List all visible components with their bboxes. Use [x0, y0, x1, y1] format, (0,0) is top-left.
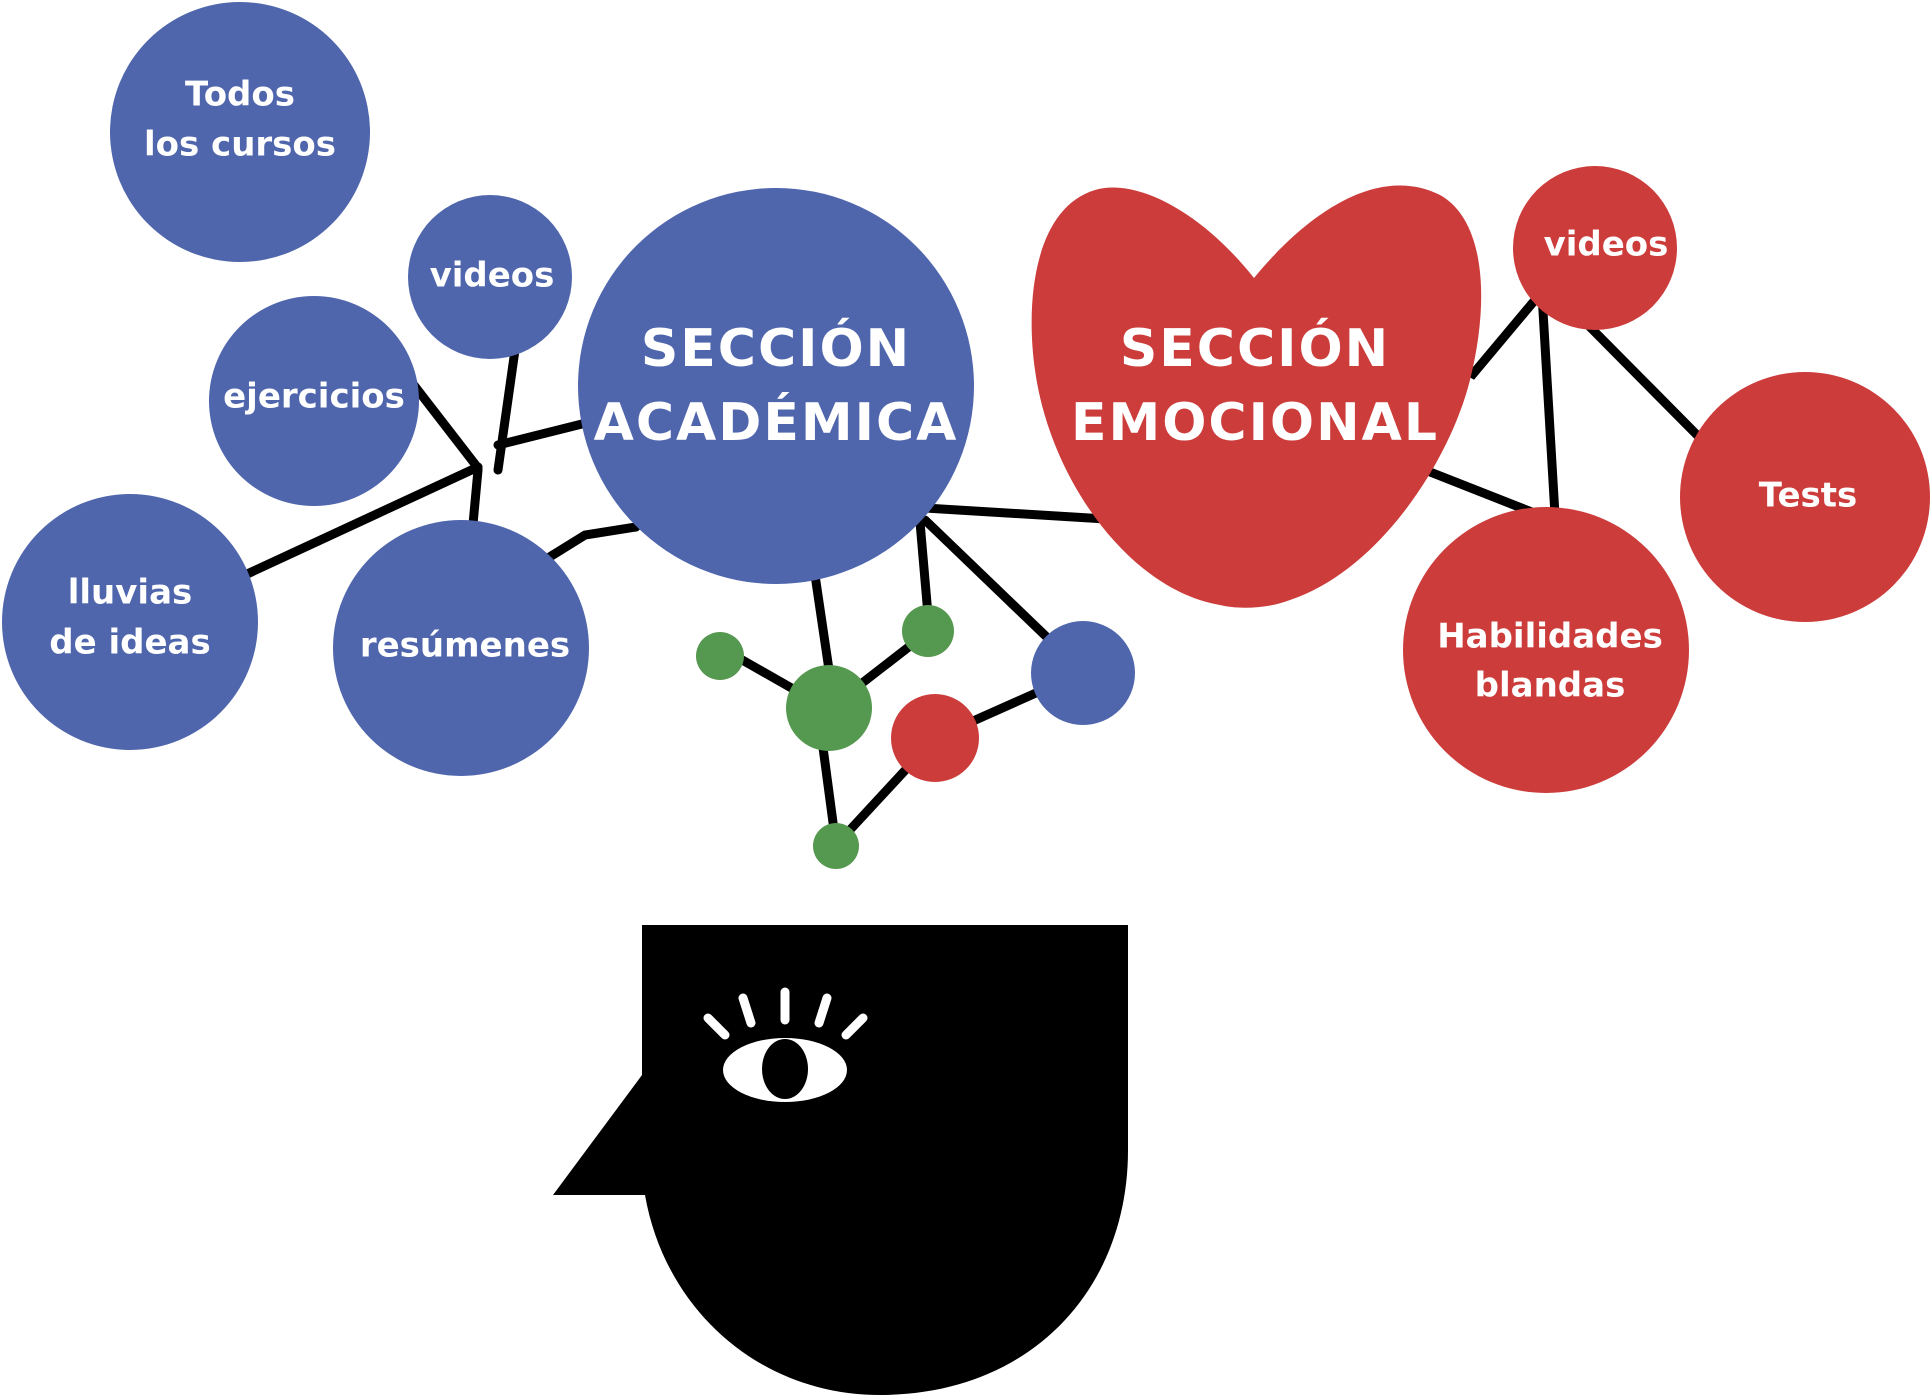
node-seccion-emocional[interactable]: SECCIÓN EMOCIONAL: [1031, 185, 1482, 608]
link-videos-tests: [1583, 320, 1705, 443]
habilidades-label-2: blandas: [1475, 666, 1626, 706]
seccion-academica-circle: [578, 188, 974, 584]
head-shape: [553, 925, 1128, 1395]
lluvias-label-1: lluvias: [68, 573, 193, 613]
link-lluvias-hub: [240, 462, 483, 580]
atom-green-small-top: [902, 605, 954, 657]
link-academic-emotional: [920, 503, 1127, 525]
molecule-icon: [696, 605, 1135, 869]
habilidades-circle: [1403, 507, 1689, 793]
habilidades-label-1: Habilidades: [1437, 617, 1663, 657]
node-lluvias-de-ideas[interactable]: lluvias de ideas: [2, 494, 258, 750]
tests-label: Tests: [1759, 476, 1857, 516]
node-habilidades-blandas[interactable]: Habilidades blandas: [1403, 507, 1689, 793]
resumenes-label: resúmenes: [360, 626, 570, 666]
tests-circle: [1680, 372, 1930, 622]
ejercicios-label: ejercicios: [223, 377, 405, 417]
node-seccion-academica[interactable]: SECCIÓN ACADÉMICA: [578, 188, 974, 584]
eyelash-5: [841, 1013, 868, 1040]
atom-green-small-left: [696, 632, 744, 680]
link-videos-hub: [493, 345, 520, 475]
eye-pupil: [762, 1039, 808, 1099]
seccion-academica-label-1: SECCIÓN: [641, 317, 911, 379]
node-tests[interactable]: Tests: [1680, 372, 1930, 622]
todos-los-cursos-label-1: Todos: [185, 75, 295, 115]
eye-icon: [703, 987, 868, 1102]
link-hub-academic: [493, 417, 595, 450]
todos-los-cursos-circle: [110, 2, 370, 262]
lluvias-label-2: de ideas: [49, 623, 210, 663]
ejercicios-circle: [209, 296, 419, 506]
link-resumenes-academic: [543, 522, 641, 563]
videos-academic-circle: [408, 195, 572, 359]
atom-red: [891, 694, 979, 782]
seccion-emocional-label-2: EMOCIONAL: [1071, 393, 1439, 453]
head-silhouette-icon: [553, 925, 1128, 1395]
link-ejercicios-hub: [405, 375, 483, 473]
link-videos-habilidades: [1537, 289, 1560, 520]
atom-green-large: [786, 665, 872, 751]
eyelash-2: [738, 993, 756, 1028]
eyelash-4: [814, 993, 832, 1028]
videos-emocional-label: videos: [1544, 225, 1669, 265]
eyelash-1: [703, 1013, 730, 1040]
heart-icon: [1031, 185, 1482, 608]
link-academic-green-small: [915, 517, 933, 620]
node-videos-academic[interactable]: videos: [408, 195, 572, 359]
resumenes-circle: [333, 520, 589, 776]
node-ejercicios[interactable]: ejercicios: [209, 296, 419, 506]
atom-green-small-bottom: [813, 823, 859, 869]
seccion-academica-label-2: ACADÉMICA: [594, 392, 959, 453]
connector-lines: [240, 289, 1705, 850]
atom-blue: [1031, 621, 1135, 725]
videos-academic-label: videos: [430, 256, 555, 296]
videos-emocional-circle: [1513, 166, 1677, 330]
seccion-emocional-label-1: SECCIÓN: [1120, 317, 1390, 379]
link-academic-blue-atom: [920, 515, 1060, 650]
node-resumenes[interactable]: resúmenes: [333, 520, 589, 776]
node-todos-los-cursos[interactable]: Todos los cursos: [110, 2, 370, 262]
todos-los-cursos-label-2: los cursos: [144, 125, 336, 165]
lluvias-circle: [2, 494, 258, 750]
node-videos-emocional[interactable]: videos: [1513, 166, 1677, 330]
